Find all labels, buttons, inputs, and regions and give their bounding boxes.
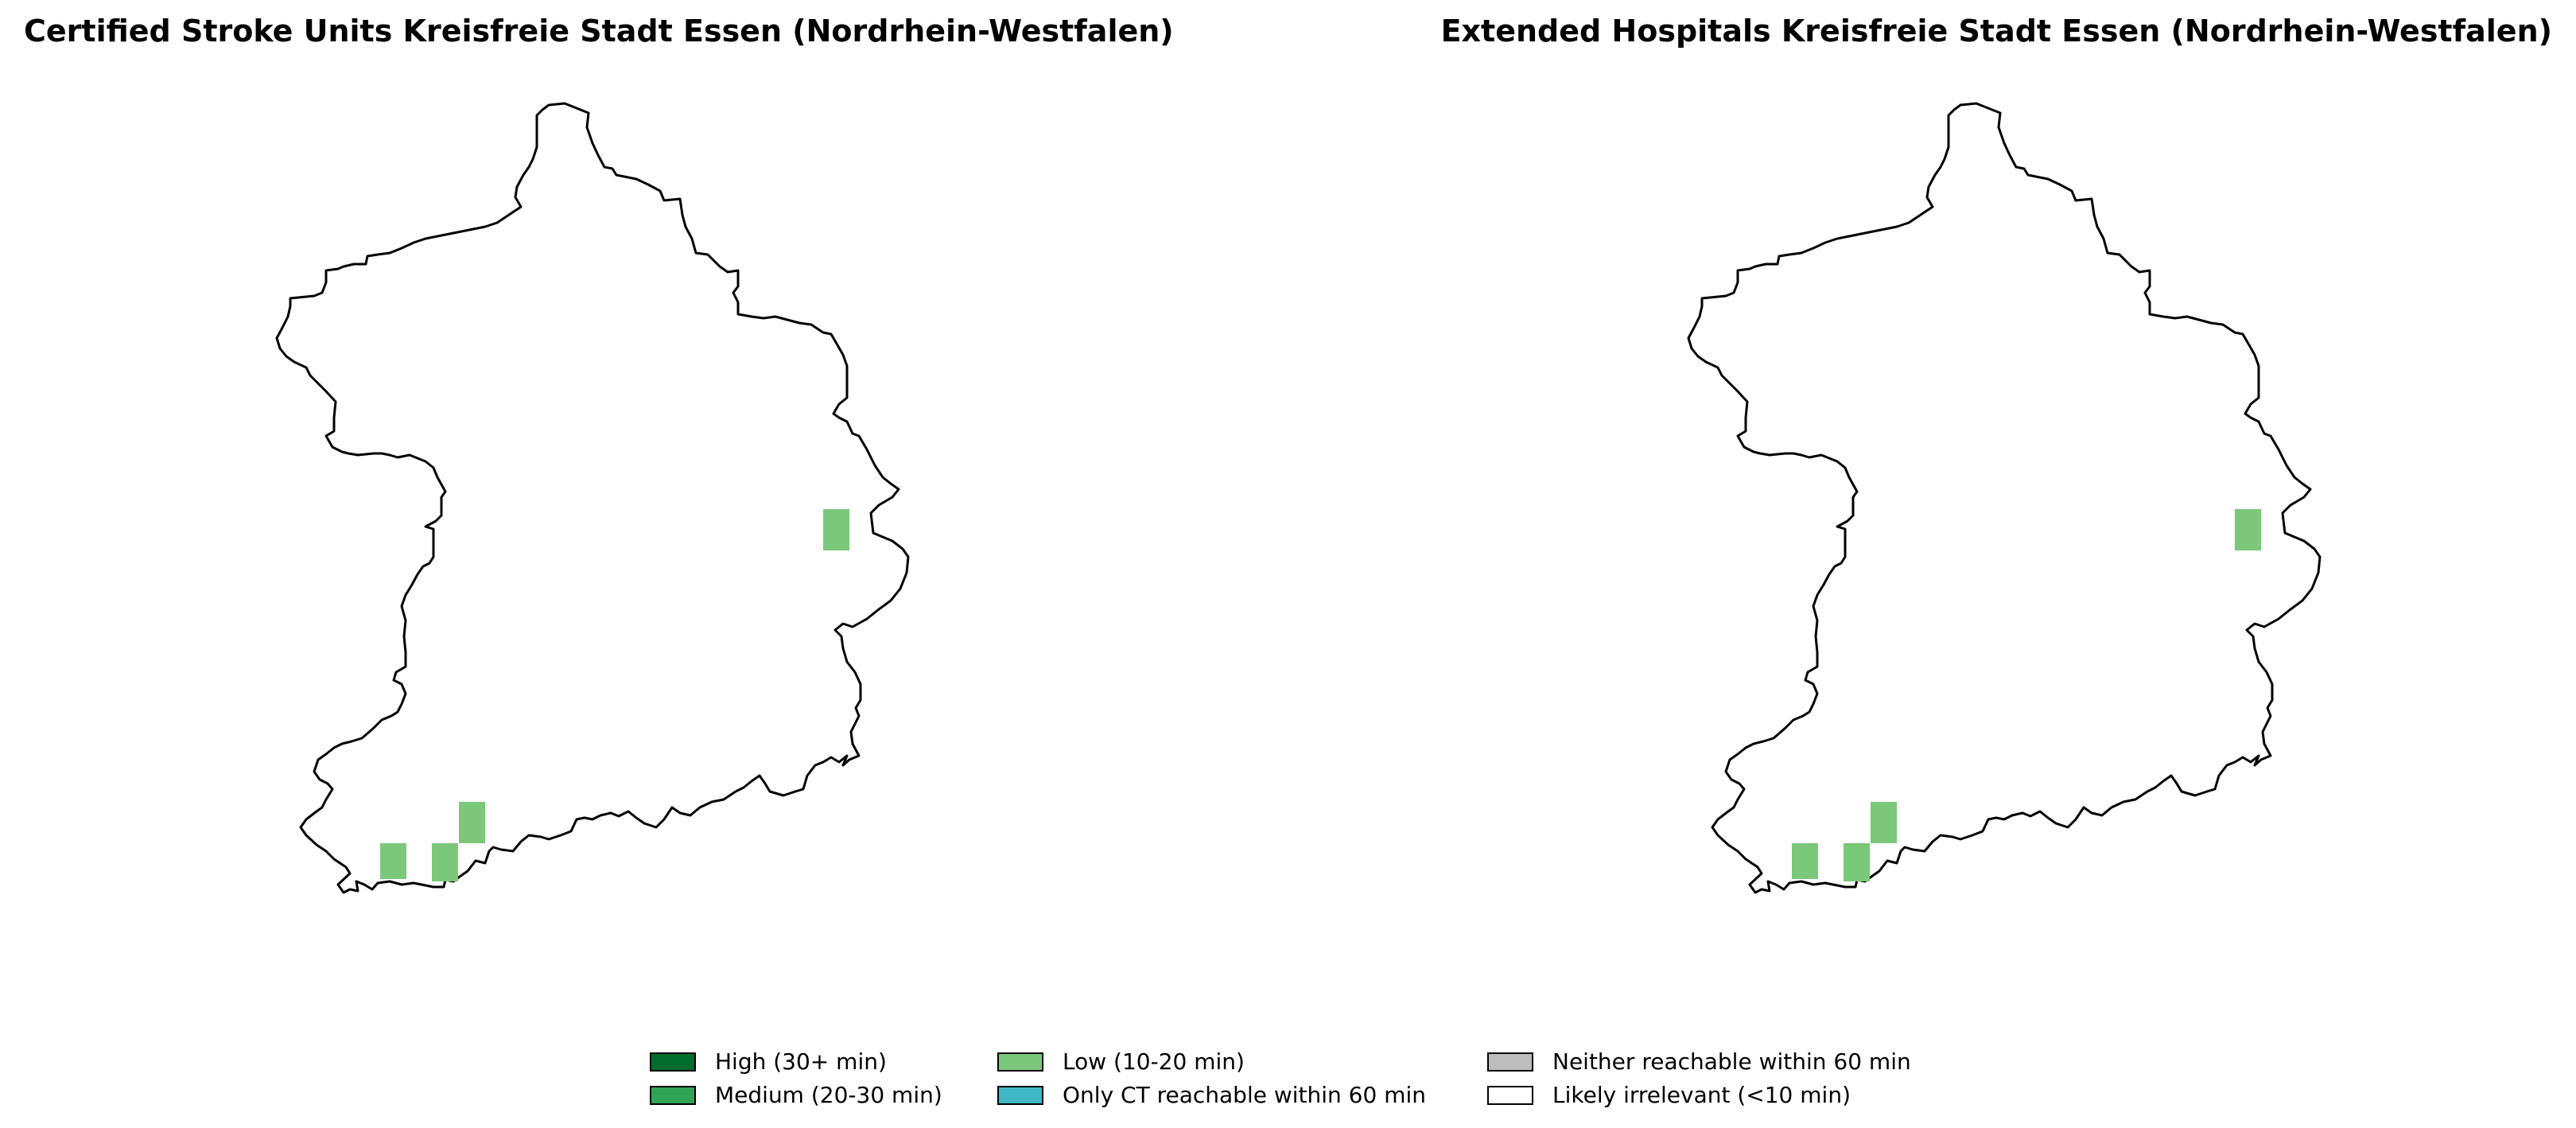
legend-item-high: High (30+ min) xyxy=(650,1048,887,1075)
legend-item-low: Low (10-20 min) xyxy=(997,1048,1245,1075)
left-cell-low-south-1 xyxy=(459,802,485,843)
left-map xyxy=(275,102,910,894)
left-cell-low-south-3 xyxy=(432,843,458,881)
left-essen-boundary xyxy=(275,102,910,894)
legend-swatch-medium xyxy=(650,1085,696,1105)
legend-swatch-irrelevant xyxy=(1487,1085,1533,1105)
right-map-title: Extended Hospitals Kreisfreie Stadt Esse… xyxy=(1440,14,2552,49)
legend: High (30+ min) Medium (20-30 min) Low (1… xyxy=(0,1042,2576,1122)
left-cell-low-east xyxy=(823,509,849,550)
legend-swatch-ct-only xyxy=(997,1085,1043,1105)
legend-label-high: High (30+ min) xyxy=(715,1048,887,1075)
legend-swatch-high xyxy=(650,1052,696,1072)
legend-item-ct-only: Only CT reachable within 60 min xyxy=(997,1082,1426,1108)
right-cell-low-east xyxy=(2235,509,2261,550)
legend-label-irrelevant: Likely irrelevant (<10 min) xyxy=(1552,1082,1851,1108)
legend-label-medium: Medium (20-30 min) xyxy=(715,1082,942,1108)
legend-label-ct-only: Only CT reachable within 60 min xyxy=(1063,1082,1427,1108)
right-cell-low-south-1 xyxy=(1871,802,1897,843)
legend-swatch-low xyxy=(997,1052,1043,1072)
legend-label-low: Low (10-20 min) xyxy=(1063,1048,1245,1075)
legend-item-medium: Medium (20-30 min) xyxy=(650,1082,942,1108)
left-map-title: Certified Stroke Units Kreisfreie Stadt … xyxy=(24,14,1174,49)
right-cell-low-south-3 xyxy=(1844,843,1870,881)
right-map xyxy=(1687,102,2322,894)
legend-item-irrelevant: Likely irrelevant (<10 min) xyxy=(1487,1082,1851,1108)
legend-label-neither: Neither reachable within 60 min xyxy=(1552,1048,1911,1075)
legend-swatch-neither xyxy=(1487,1052,1533,1072)
legend-item-neither: Neither reachable within 60 min xyxy=(1487,1048,1911,1075)
right-cell-low-south-2 xyxy=(1792,843,1818,879)
left-cell-low-south-2 xyxy=(380,843,406,879)
right-essen-boundary xyxy=(1687,102,2322,894)
